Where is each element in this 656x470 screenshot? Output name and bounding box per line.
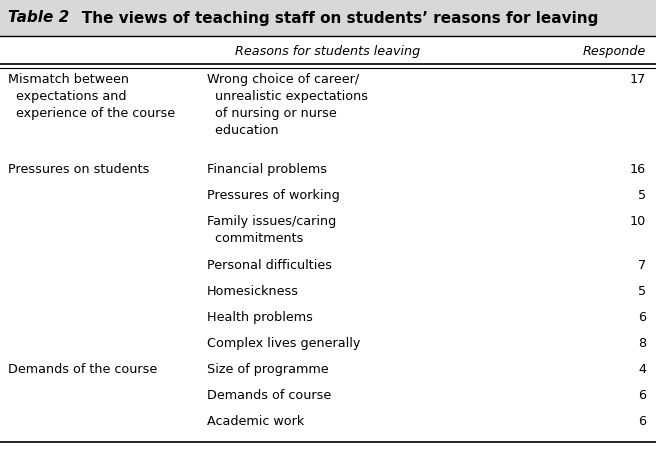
Text: Financial problems: Financial problems: [207, 163, 327, 176]
Text: Personal difficulties: Personal difficulties: [207, 259, 332, 272]
Text: 5: 5: [638, 285, 646, 298]
Text: Table 2: Table 2: [8, 10, 69, 25]
Text: Family issues/caring
  commitments: Family issues/caring commitments: [207, 215, 336, 245]
Text: Wrong choice of career/
  unrealistic expectations
  of nursing or nurse
  educa: Wrong choice of career/ unrealistic expe…: [207, 73, 367, 137]
Text: Demands of the course: Demands of the course: [8, 363, 157, 376]
Text: Responde: Responde: [583, 45, 646, 57]
Text: 7: 7: [638, 259, 646, 272]
Text: 4: 4: [638, 363, 646, 376]
Text: 17: 17: [630, 73, 646, 86]
Text: 5: 5: [638, 189, 646, 202]
Text: Complex lives generally: Complex lives generally: [207, 337, 360, 350]
Text: 6: 6: [638, 311, 646, 324]
Text: Demands of course: Demands of course: [207, 389, 331, 402]
Text: 10: 10: [630, 215, 646, 228]
Text: Health problems: Health problems: [207, 311, 312, 324]
Text: Homesickness: Homesickness: [207, 285, 298, 298]
Text: Reasons for students leaving: Reasons for students leaving: [236, 45, 420, 57]
Text: Pressures of working: Pressures of working: [207, 189, 339, 202]
Text: 6: 6: [638, 415, 646, 428]
Text: The views of teaching staff on students’ reasons for leaving: The views of teaching staff on students’…: [66, 10, 598, 25]
Text: Size of programme: Size of programme: [207, 363, 328, 376]
Text: Mismatch between
  expectations and
  experience of the course: Mismatch between expectations and experi…: [8, 73, 175, 120]
Text: Academic work: Academic work: [207, 415, 304, 428]
Text: Pressures on students: Pressures on students: [8, 163, 150, 176]
Text: 8: 8: [638, 337, 646, 350]
Text: 16: 16: [630, 163, 646, 176]
Bar: [0, 0, 656, 36]
Text: 6: 6: [638, 389, 646, 402]
